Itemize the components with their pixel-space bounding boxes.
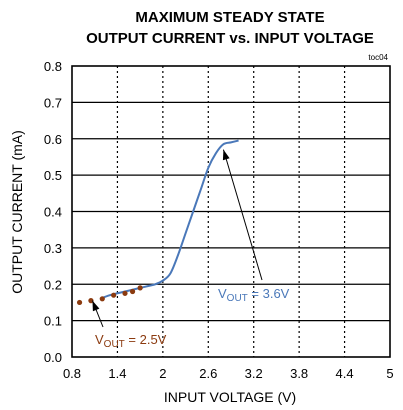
chart-title-line2: OUTPUT CURRENT vs. INPUT VOLTAGE	[86, 30, 374, 47]
annotation-label: VOUT = 2.5V	[95, 332, 167, 350]
y-tick-label: 0.5	[44, 168, 62, 183]
y-tick-label: 0.1	[44, 314, 62, 329]
y-tick-label: 0.8	[44, 59, 62, 74]
chart-id-label: toc04	[368, 53, 388, 62]
series-point-1	[76, 299, 83, 306]
chart-title-line1: MAXIMUM STEADY STATE	[135, 9, 324, 26]
x-tick-label: 2.6	[199, 366, 217, 381]
x-tick-label: 0.8	[63, 366, 81, 381]
annotation-arrow-line	[222, 149, 263, 281]
y-tick-label: 0.0	[44, 350, 62, 365]
plot-frame	[71, 65, 391, 358]
y-tick-label: 0.2	[44, 277, 62, 292]
x-tick-label: 4.4	[336, 366, 354, 381]
series-point-1	[88, 298, 94, 304]
y-tick-label: 0.7	[44, 95, 62, 110]
x-axis-label: INPUT VOLTAGE (V)	[164, 389, 296, 405]
series-point-1	[122, 290, 128, 296]
y-axis-label: OUTPUT CURRENT (mA)	[9, 130, 25, 294]
x-tick-label: 2	[159, 366, 166, 381]
y-tick-label: 0.4	[44, 205, 62, 220]
series-point-1	[129, 288, 136, 295]
series-point-1	[99, 296, 105, 302]
series-point-1	[137, 285, 143, 291]
series-point-1	[111, 292, 117, 298]
x-tick-label: 3.2	[245, 366, 263, 381]
y-tick-label: 0.6	[44, 132, 62, 147]
x-tick-label: 3.8	[290, 366, 308, 381]
annotation-arrow-head	[222, 149, 230, 161]
y-tick-label: 0.3	[44, 241, 62, 256]
x-tick-label: 1.4	[108, 366, 126, 381]
series-line-0	[99, 139, 239, 300]
x-tick-label: 5	[386, 366, 393, 381]
annotation-label: VOUT = 3.6V	[218, 286, 290, 304]
annotation-arrow-head	[92, 300, 100, 312]
